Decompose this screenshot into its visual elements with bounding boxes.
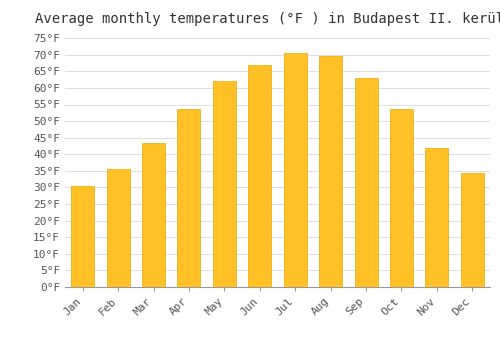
Bar xyxy=(284,53,306,287)
Bar xyxy=(319,56,342,287)
Bar xyxy=(461,173,484,287)
Bar xyxy=(354,78,378,287)
Title: Average monthly temperatures (°F ) in Budapest II. kerület: Average monthly temperatures (°F ) in Bu… xyxy=(34,12,500,26)
Bar xyxy=(106,169,130,287)
Bar xyxy=(142,143,165,287)
Bar xyxy=(248,65,272,287)
Bar xyxy=(71,186,94,287)
Bar xyxy=(178,110,201,287)
Bar xyxy=(213,81,236,287)
Bar xyxy=(426,148,448,287)
Bar xyxy=(390,110,413,287)
